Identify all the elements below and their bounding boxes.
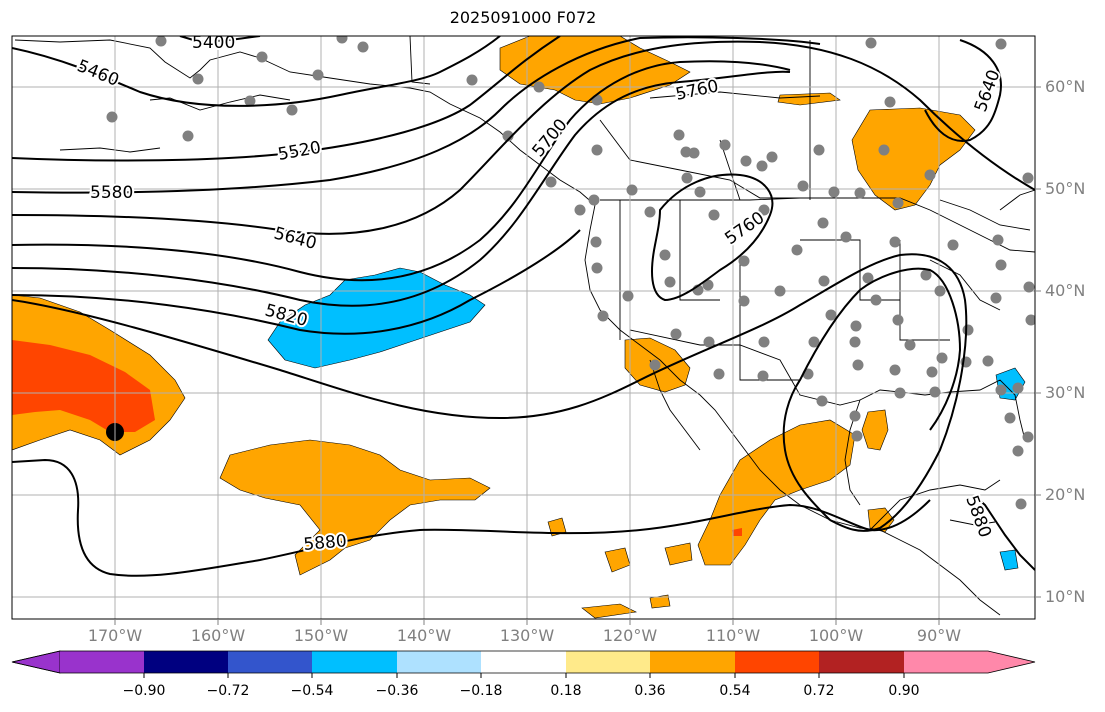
contour-5820-east: [782, 267, 962, 521]
colorbar-segment: [144, 651, 228, 673]
contour-5640b: [924, 39, 1002, 142]
contour-5880-north: [12, 253, 968, 532]
colorbar: [11, 650, 1036, 678]
positive-anomaly-canada-east: [851, 107, 976, 211]
colorbar-segment: [650, 651, 735, 673]
longitude-label: 90°W: [916, 626, 962, 645]
strong-positive-anomaly-west: [12, 340, 155, 432]
longitude-label: 100°W: [808, 626, 864, 645]
colorbar-segment: [904, 651, 988, 673]
contour-5700: [12, 60, 791, 282]
colorbar-tick-label: −0.72: [206, 683, 250, 699]
contour-5400: [179, 36, 261, 44]
colorbar-segment: [60, 651, 144, 673]
contour-label: 5880: [303, 531, 348, 555]
latitude-label: 40°N: [1045, 281, 1086, 300]
contour-label: 5400: [192, 33, 235, 53]
contour-5880-east: [974, 495, 1035, 571]
colorbar-segment: [397, 651, 481, 673]
tick-marks: [114, 86, 1041, 625]
positive-anomaly-small-4: [581, 603, 637, 619]
latitude-label: 10°N: [1045, 587, 1086, 606]
contour-5760a: [12, 70, 791, 307]
graticule: [12, 36, 1035, 619]
colorbar-segment: [988, 651, 1035, 673]
latitude-label: 20°N: [1045, 485, 1086, 504]
contour-label: 5580: [90, 183, 133, 203]
contour-5580: [12, 36, 821, 194]
positive-anomaly-hawaii: [219, 439, 491, 576]
positive-anomaly-small-1: [547, 517, 567, 537]
positive-anomaly-hudson: [777, 92, 841, 106]
colorbar-tick-label: −0.36: [375, 683, 419, 699]
map-title: 2025091000 F072: [449, 8, 597, 27]
positive-anomaly-small-5: [649, 594, 671, 609]
negative-anomaly-caribbean: [999, 549, 1019, 571]
colorbar-segment: [11, 650, 61, 674]
longitude-label: 120°W: [602, 626, 658, 645]
latitude-label: 30°N: [1045, 383, 1086, 402]
contour-5640a: [12, 40, 1035, 235]
latitude-label: 50°N: [1045, 179, 1086, 198]
colorbar-segment: [228, 651, 312, 673]
colorbar-segment: [819, 651, 904, 673]
contour-5520: [12, 36, 561, 162]
longitude-label: 110°W: [705, 626, 761, 645]
observation-stations: [106, 36, 1035, 510]
colorbar-segment: [735, 651, 819, 673]
coastlines: [14, 36, 1035, 616]
colorbar-segment: [481, 651, 566, 673]
colorbar-segment: [312, 651, 397, 673]
longitude-label: 150°W: [293, 626, 349, 645]
contour-5760b: [651, 173, 774, 302]
longitude-label: 170°W: [87, 626, 143, 645]
positive-anomaly-gulf: [861, 409, 889, 451]
colorbar-tick-label: 0.54: [719, 683, 751, 699]
colorbar-tick-label: −0.90: [122, 683, 166, 699]
longitude-label: 130°W: [499, 626, 555, 645]
strong-positive-anomaly-mexico: [732, 528, 742, 536]
contour-5460: [12, 36, 501, 107]
colorbar-tick-label: 0.18: [550, 683, 582, 699]
colorbar-tick-label: 0.72: [803, 683, 835, 699]
map-frame: [11, 35, 1036, 620]
contour-5820: [12, 229, 581, 335]
contour-5880-south: [12, 458, 931, 577]
colorbar-tick-label: 0.36: [634, 683, 666, 699]
positive-anomaly-small-3: [664, 542, 693, 566]
colorbar-tick-label: −0.54: [290, 683, 334, 699]
longitude-label: 140°W: [396, 626, 452, 645]
positive-anomaly-mexico: [697, 419, 856, 566]
colorbar-tick-label: −0.18: [459, 683, 503, 699]
colorbar-tick-label: 0.90: [888, 683, 920, 699]
anomaly-shading: [12, 36, 1026, 619]
colorbar-segment: [566, 651, 650, 673]
height-contours: [12, 36, 1035, 577]
latitude-label: 60°N: [1045, 77, 1086, 96]
longitude-label: 160°W: [190, 626, 246, 645]
